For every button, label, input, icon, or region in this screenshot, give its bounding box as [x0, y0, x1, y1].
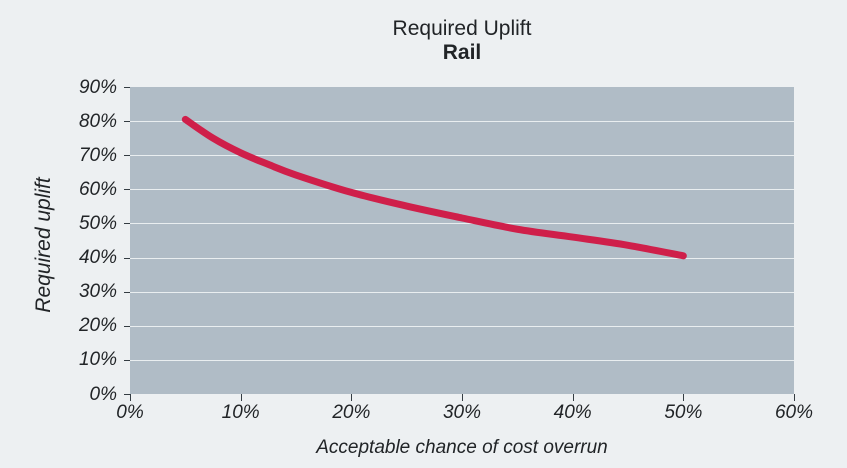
y-tick-20 — [124, 325, 130, 327]
plot-area — [130, 87, 794, 394]
x-tick-label-20: 20% — [332, 402, 371, 423]
y-tick-label-50: 50% — [78, 212, 117, 234]
y-tick-label-0: 0% — [89, 383, 117, 405]
y-axis-title-text: Required uplift — [32, 177, 55, 313]
x-tick-label-10: 10% — [221, 402, 260, 423]
x-tick-30 — [462, 394, 463, 401]
chart-title: Required Uplift — [392, 17, 532, 40]
y-tick-30 — [124, 291, 130, 293]
x-tick-0 — [130, 394, 131, 401]
gridline-80 — [130, 121, 794, 123]
y-tick-label-70: 70% — [78, 144, 117, 166]
gridline-30 — [130, 291, 794, 293]
x-tick-20 — [351, 394, 353, 401]
x-tick-label-40: 40% — [553, 402, 592, 423]
y-tick-label-90: 90% — [78, 76, 117, 98]
y-tick-label-80: 80% — [78, 110, 117, 132]
y-tick-80 — [124, 121, 130, 123]
y-tick-40 — [124, 257, 130, 259]
y-tick-0 — [124, 394, 130, 395]
y-tick-label-20: 20% — [78, 315, 117, 337]
y-tick-label-30: 30% — [78, 281, 117, 303]
gridline-60 — [130, 189, 794, 191]
gridline-70 — [130, 155, 794, 157]
x-tick-60 — [794, 394, 795, 401]
y-tick-label-60: 60% — [78, 178, 117, 200]
chart-subtitle: Rail — [442, 41, 482, 64]
gridline-50 — [130, 223, 794, 225]
gridline-20 — [130, 325, 794, 327]
y-tick-10 — [124, 359, 130, 361]
x-tick-label-30: 30% — [442, 402, 482, 423]
x-tick-label-0: 0% — [116, 402, 144, 423]
x-axis-title: Acceptable chance of cost overrun — [316, 437, 608, 458]
y-tick-label-40: 40% — [78, 247, 117, 269]
x-tick-10 — [240, 394, 242, 401]
x-tick-label-50: 50% — [664, 402, 703, 423]
x-tick-50 — [683, 394, 685, 401]
x-tick-40 — [572, 394, 574, 401]
x-tick-label-60: 60% — [774, 402, 814, 423]
y-tick-90 — [124, 87, 130, 88]
gridline-40 — [130, 257, 794, 259]
y-tick-60 — [124, 189, 130, 191]
y-tick-70 — [124, 155, 130, 157]
gridline-10 — [130, 359, 794, 361]
y-tick-label-10: 10% — [78, 349, 117, 371]
y-tick-50 — [124, 223, 130, 225]
